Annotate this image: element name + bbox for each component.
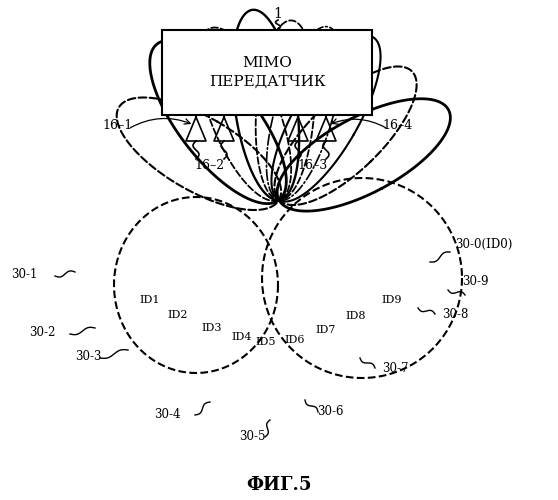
Text: 30-3: 30-3 <box>75 350 102 363</box>
Text: 30-7: 30-7 <box>382 362 408 375</box>
Bar <box>162 30 372 115</box>
Text: 30-8: 30-8 <box>442 308 468 321</box>
Text: ID9: ID9 <box>382 295 402 305</box>
Text: ФИГ.5: ФИГ.5 <box>246 476 312 494</box>
Text: 16–1: 16–1 <box>103 119 133 132</box>
Text: MIMO
ПЕРЕДАТЧИК: MIMO ПЕРЕДАТЧИК <box>209 56 325 89</box>
Text: ID6: ID6 <box>285 335 305 345</box>
Text: 30-5: 30-5 <box>239 430 265 443</box>
Text: 16–2: 16–2 <box>195 159 225 172</box>
Text: 1: 1 <box>273 7 282 21</box>
Text: ID8: ID8 <box>346 311 366 321</box>
Text: 30-6: 30-6 <box>317 405 343 418</box>
Text: ID3: ID3 <box>202 323 222 333</box>
Text: 16–3: 16–3 <box>298 159 328 172</box>
Text: 30-4: 30-4 <box>154 408 180 421</box>
Text: 30-2: 30-2 <box>28 326 55 339</box>
Text: 30-9: 30-9 <box>462 275 488 288</box>
Text: 16–4: 16–4 <box>383 119 413 132</box>
Text: 30-1: 30-1 <box>12 268 38 281</box>
Text: ID7: ID7 <box>316 325 336 335</box>
Text: ID1: ID1 <box>140 295 160 305</box>
Text: ID2: ID2 <box>168 310 188 320</box>
Text: ID4: ID4 <box>232 332 252 342</box>
Text: ID5: ID5 <box>256 337 276 347</box>
Text: 30-0(ID0): 30-0(ID0) <box>455 238 512 251</box>
